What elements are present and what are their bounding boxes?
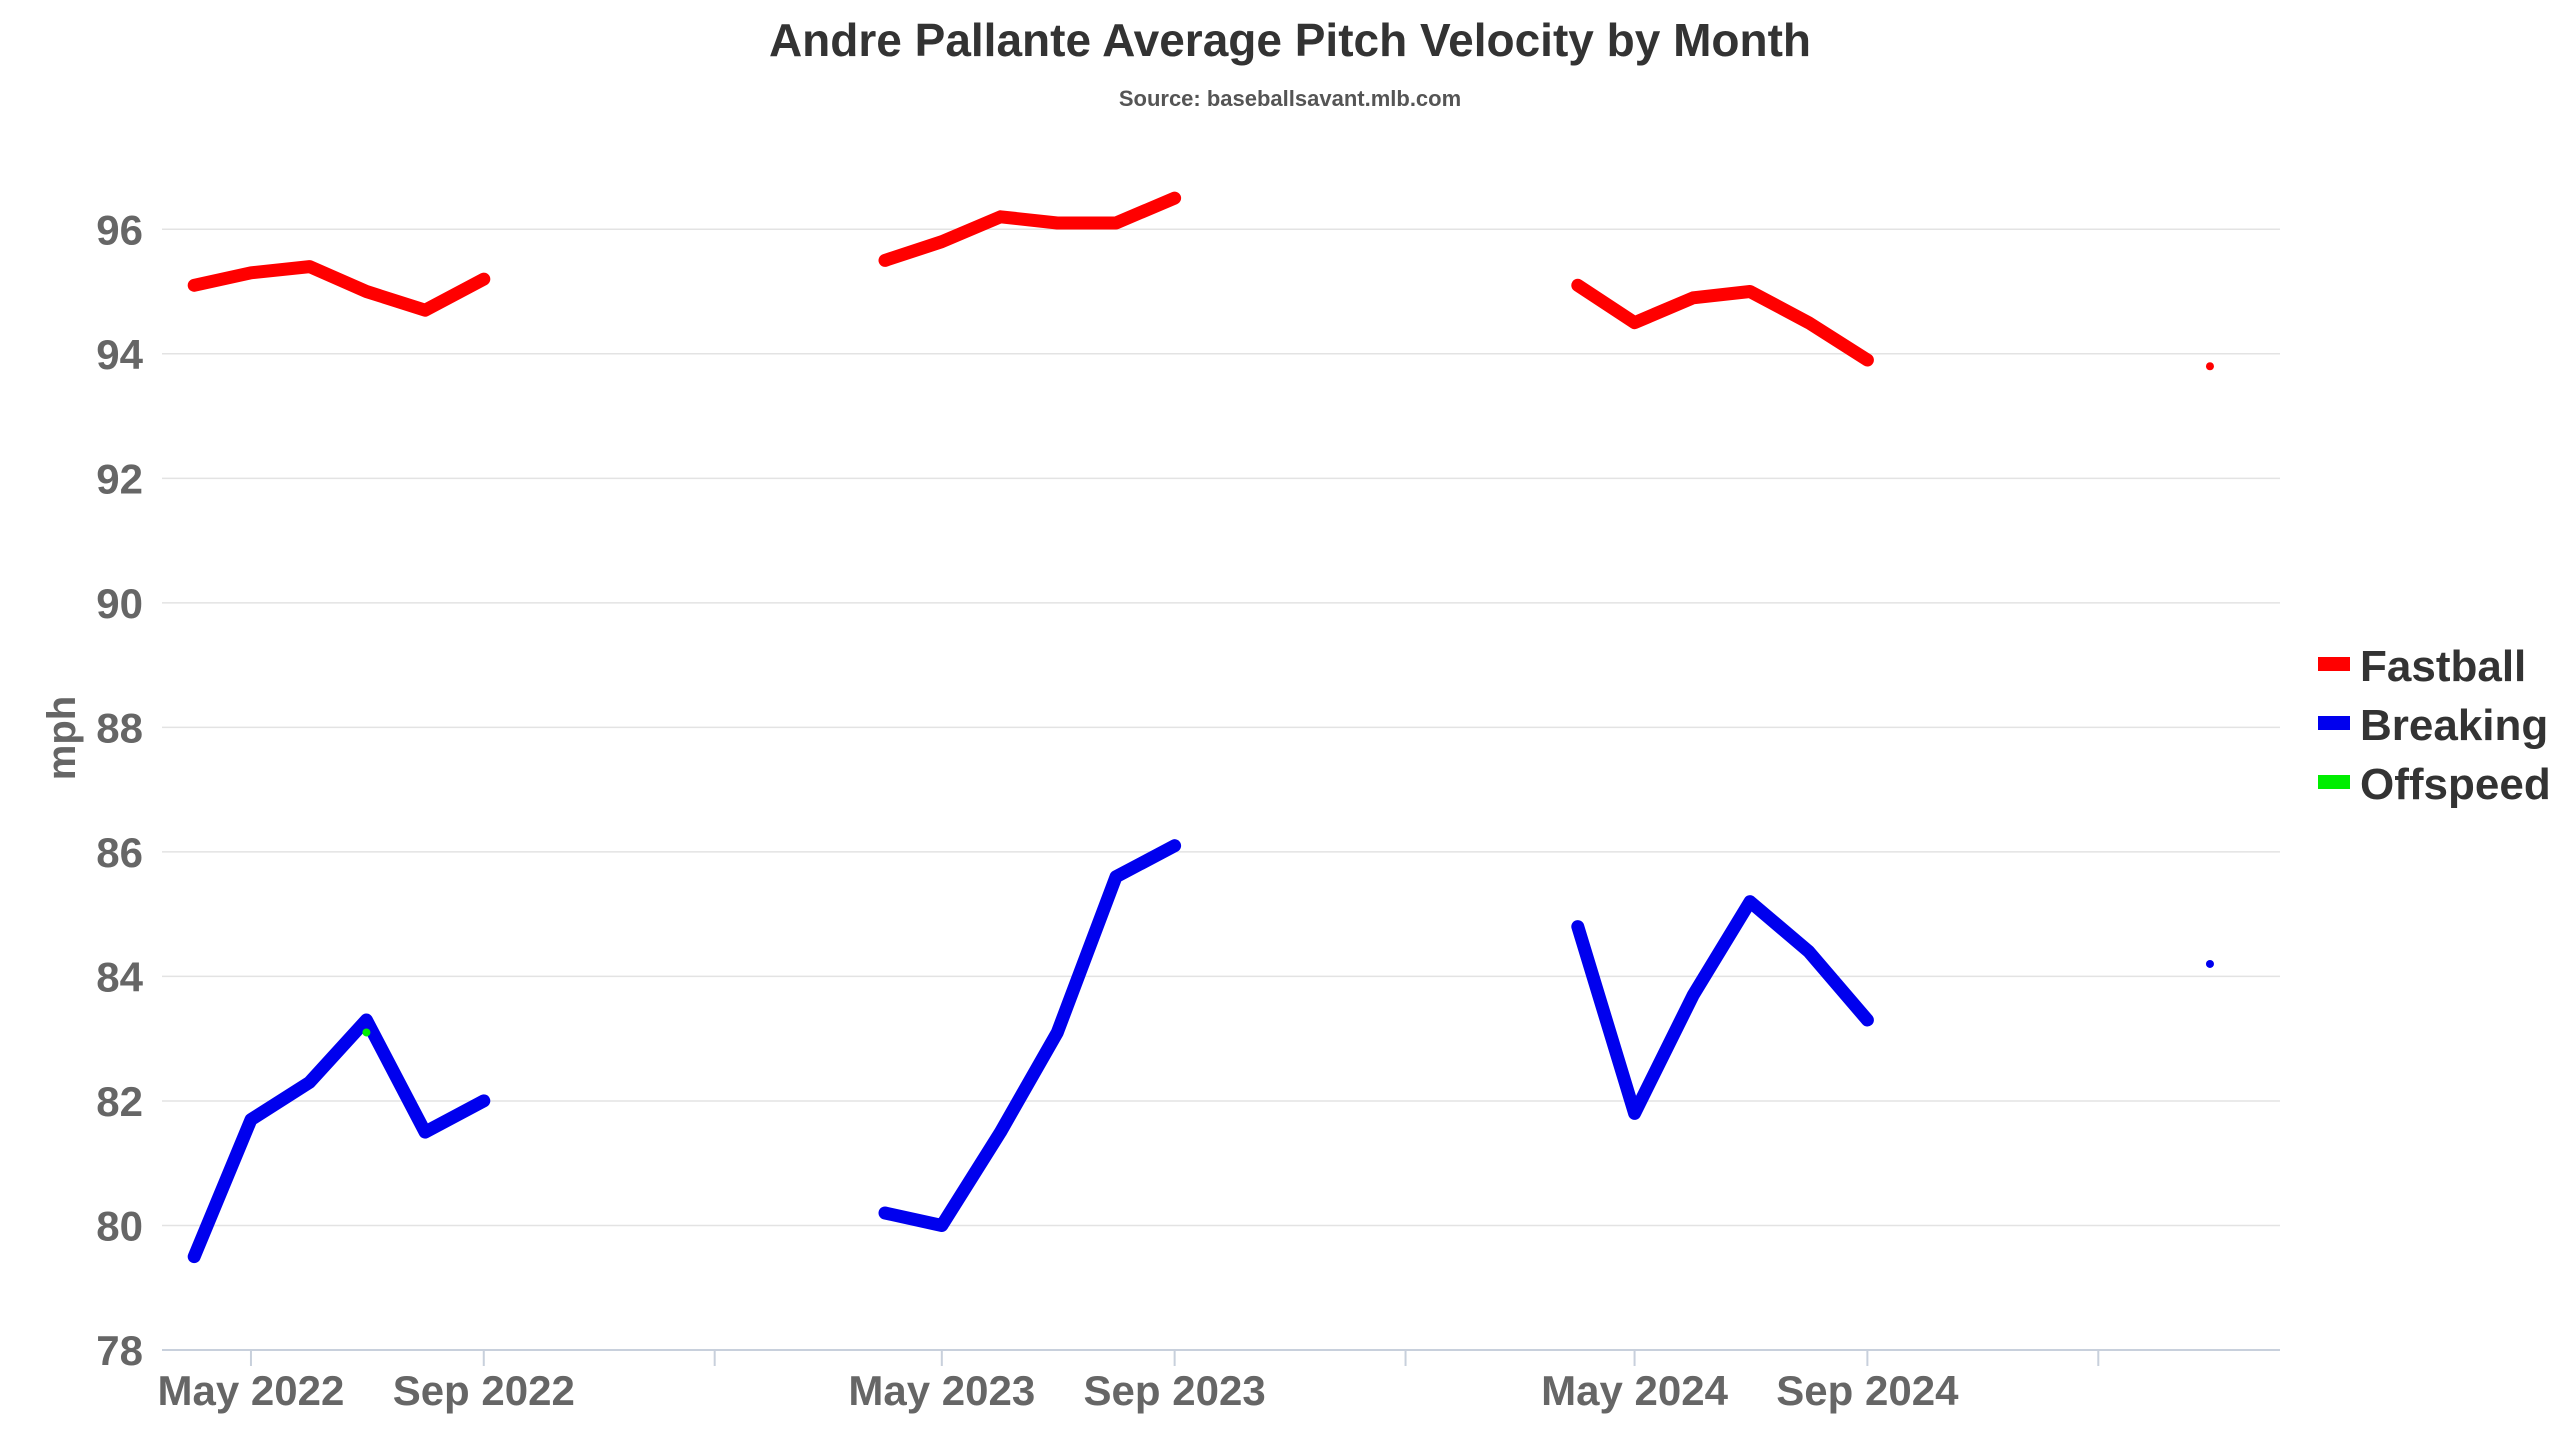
x-tick-label: Sep 2022 [393, 1367, 575, 1414]
legend-swatch-offspeed [2318, 775, 2350, 789]
x-tick-label: Sep 2024 [1776, 1367, 1959, 1414]
y-tick-label: 88 [96, 704, 143, 751]
fastball-line [1571, 278, 1874, 367]
chart-title: Andre Pallante Average Pitch Velocity by… [769, 14, 1811, 66]
y-tick-label: 96 [96, 206, 143, 253]
fastball-point [2205, 362, 2214, 371]
chart-subtitle: Source: baseballsavant.mlb.com [1119, 86, 1461, 111]
x-tick-label: May 2022 [158, 1367, 345, 1414]
y-tick-label: 82 [96, 1078, 143, 1125]
series-lines [187, 191, 2214, 1264]
breaking-line [1571, 895, 1874, 1120]
legend: Fastball Breaking Offspeed [2318, 642, 2551, 809]
breaking-line [878, 839, 1182, 1232]
breaking-line [187, 1013, 491, 1264]
y-tick-label: 86 [96, 829, 143, 876]
x-tick-label: Sep 2023 [1084, 1367, 1266, 1414]
offspeed-point [362, 1028, 371, 1037]
y-tick-label: 78 [96, 1327, 143, 1374]
fastball-line [878, 191, 1182, 267]
legend-label-fastball: Fastball [2360, 642, 2526, 691]
y-axis-label: mph [40, 696, 84, 780]
breaking-point [2205, 959, 2214, 968]
y-tick-label: 80 [96, 1202, 143, 1249]
y-axis-ticks: 78 80 82 84 86 88 90 92 94 96 [96, 206, 143, 1374]
x-tick-label: May 2024 [1541, 1367, 1728, 1414]
y-tick-label: 94 [96, 331, 143, 378]
legend-label-offspeed: Offspeed [2360, 760, 2551, 809]
y-tick-label: 92 [96, 455, 143, 502]
legend-swatch-breaking [2318, 716, 2350, 730]
legend-label-breaking: Breaking [2360, 701, 2548, 750]
y-tick-label: 90 [96, 580, 143, 627]
y-tick-label: 84 [96, 953, 143, 1000]
fastball-line [187, 260, 491, 317]
grid-lines [162, 228, 2280, 1351]
legend-swatch-fastball [2318, 657, 2350, 671]
x-axis: May 2022 Sep 2022 May 2023 Sep 2023 May 2024… [158, 1350, 2100, 1414]
x-tick-label: May 2023 [848, 1367, 1035, 1414]
